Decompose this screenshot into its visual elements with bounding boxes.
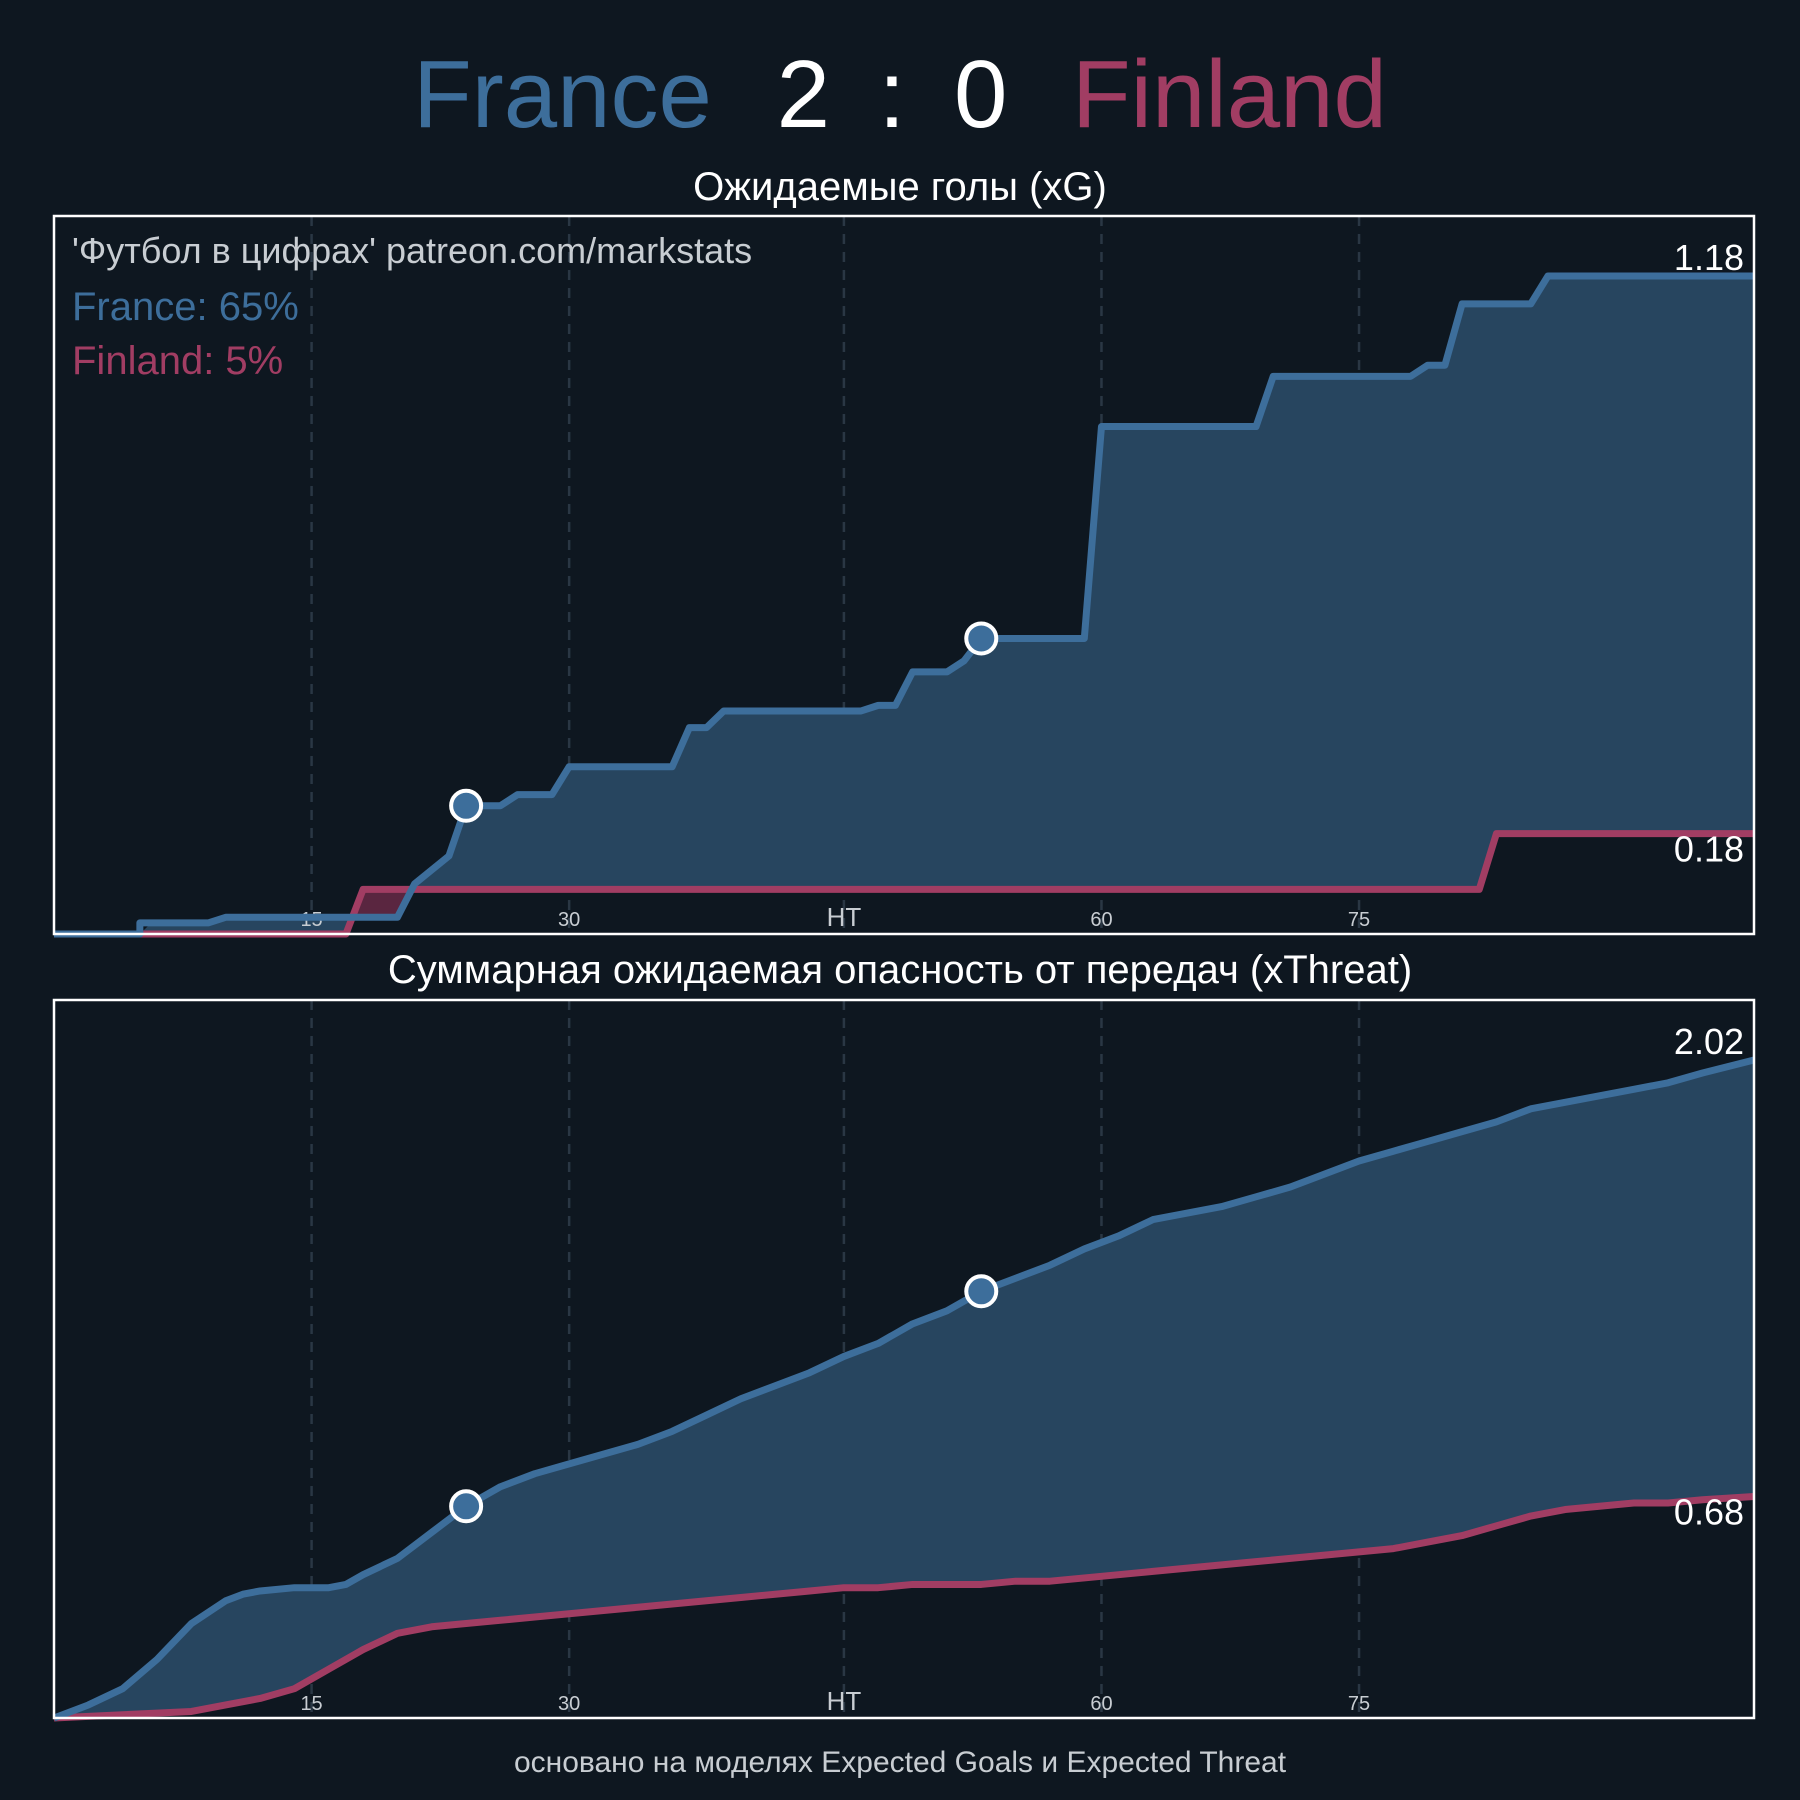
x-tick-label: 75 [1348,1693,1370,1715]
x-tick-label: HT [827,902,862,932]
x-tick-label: 15 [300,1693,322,1715]
x-tick-label: 60 [1090,1693,1112,1715]
series-line-france [54,272,1754,938]
xg-chart-panel: 15 30 HT 60 751.180.18 [52,214,1756,938]
home-team-name: France [413,41,712,148]
away-team-name: Finland [1072,41,1387,148]
x-tick-label: 60 [1090,909,1112,931]
away-score: 0 [954,41,1007,148]
goal-marker [449,788,484,823]
series-line-finland [53,1492,1755,1722]
home-advantage-area [54,1060,1754,1718]
xthreat-chart-title: Суммарная ожидаемая опасность от передач… [388,948,1412,992]
x-tick-label: 30 [558,1693,580,1715]
xthreat-chart-panel: 15 30 HT 60 75 2.02 0.68 [52,998,1756,1722]
chart-frame [52,214,1756,936]
end-value-label-france: 2.02 [1674,1021,1744,1062]
score-separator: : [879,41,906,148]
series-line-france [52,1056,1755,1722]
x-tick-label: HT [827,1686,862,1716]
legend-home-probability: France: 65% [72,285,299,329]
footer-note: основано на моделях Expected Goals и Exp… [514,1746,1287,1779]
end-value-label-finland: 0.68 [1674,1491,1744,1532]
match-score-header: France 2 : 0 Finland [413,41,1387,148]
goal-marker [449,1489,484,1524]
watermark: 'Футбол в цифрах' patreon.com/markstats [72,230,752,271]
x-tick-label: 30 [558,909,580,931]
goal-marker [964,1274,999,1309]
goal-marker [964,621,999,656]
end-value-label-france: 1.18 [1674,237,1744,278]
home-advantage-area [54,276,1754,934]
home-score: 2 [777,41,830,148]
xg-chart-title: Ожидаемые голы (xG) [693,165,1107,209]
chart-frame [52,998,1756,1720]
end-value-label-finland: 0.18 [1674,829,1744,870]
x-tick-label: 75 [1348,909,1370,931]
legend-away-probability: Finland: 5% [72,339,283,383]
